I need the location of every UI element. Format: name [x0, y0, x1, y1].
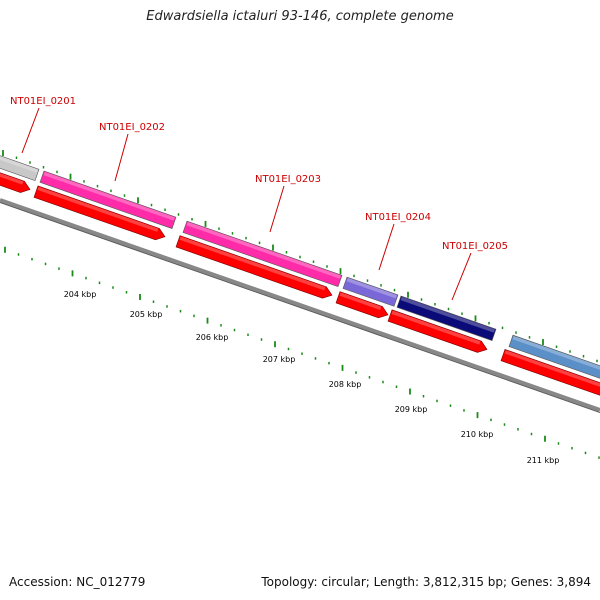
- tick-label: 207 kbp: [263, 355, 296, 364]
- cds-arrow-0201-highlight: [37, 186, 159, 232]
- gene-callouts: NT01EI_0201 NT01EI_0202 NT01EI_0203 NT01EI_…: [10, 96, 508, 301]
- outer-dotted-track: [2, 150, 598, 363]
- gene-bar-0206-highlight: [512, 335, 600, 384]
- tick-label: 206 kbp: [196, 333, 229, 342]
- gene-bar-0204: [342, 276, 399, 307]
- backbone-stroke: [0, 198, 600, 412]
- inner-dotted-track: [4, 246, 600, 459]
- callout-line: [269, 185, 285, 233]
- backbone-line: [0, 198, 600, 413]
- callout-line: [378, 223, 395, 271]
- feature-track: [0, 148, 600, 393]
- gene-bar-0206: [508, 334, 600, 393]
- tick-label: 205 kbp: [130, 310, 163, 319]
- gene-bar-0203-highlight: [186, 221, 341, 279]
- gene-bar-0201-highlight: [43, 171, 175, 221]
- gene-bar-0205-highlight: [400, 296, 495, 333]
- gene-label: NT01EI_0201: [10, 96, 76, 107]
- tick-label: 204 kbp: [64, 290, 97, 299]
- tick-label: 208 kbp: [329, 380, 362, 389]
- callout-line: [451, 252, 472, 301]
- gene-bar-0201: [39, 170, 177, 229]
- cds-arrow-0204: [335, 291, 389, 319]
- cds-track: [0, 165, 600, 407]
- cds-arrow-0205: [387, 309, 488, 353]
- tick-labels: 204 kbp 205 kbp 206 kbp 207 kbp 208 kbp 209 k…: [64, 290, 560, 465]
- gene-bar-0203: [182, 220, 343, 288]
- gene-label: NT01EI_0202: [99, 122, 165, 133]
- cds-arrow-0206-highlight: [504, 350, 600, 399]
- tick-label: 209 kbp: [395, 405, 428, 414]
- cds-arrow-0205-highlight: [391, 310, 481, 345]
- cds-arrow-0200: [0, 165, 31, 193]
- genome-summary: Topology: circular; Length: 3,812,315 bp…: [261, 575, 591, 589]
- callout-line: [21, 107, 40, 154]
- gene-bar-0200-highlight: [0, 150, 38, 173]
- gene-label: NT01EI_0205: [442, 241, 508, 252]
- cds-arrow-0203-highlight: [179, 236, 326, 291]
- tick-label: 211 kbp: [527, 456, 560, 465]
- cds-arrow-0200-highlight: [0, 167, 24, 185]
- cds-arrow-0206: [500, 349, 600, 407]
- cds-arrow-0203: [175, 235, 333, 299]
- cds-arrow-0204-highlight: [339, 292, 382, 310]
- gene-label: NT01EI_0203: [255, 174, 321, 185]
- tick-label: 210 kbp: [461, 430, 494, 439]
- diagram-title: Edwardsiella ictaluri 93-146, complete g…: [146, 9, 454, 24]
- backbone-shadow: [0, 202, 600, 413]
- gene-bar-0200: [0, 148, 40, 181]
- gene-bar-0205: [396, 295, 497, 341]
- gene-bar-0204-highlight: [346, 277, 397, 299]
- callout-line: [114, 133, 129, 182]
- gene-label: NT01EI_0204: [365, 212, 431, 223]
- accession-text: Accession: NC_012779: [9, 575, 146, 589]
- cds-arrow-0201: [33, 185, 166, 241]
